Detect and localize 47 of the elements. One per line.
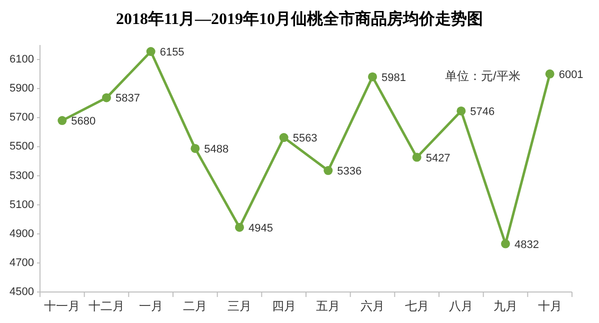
x-tick-label: 三月 (228, 299, 252, 313)
point (279, 133, 288, 142)
x-tick-label: 五月 (316, 299, 340, 313)
y-tick-label: 4900 (10, 228, 34, 240)
chart-title: 2018年11月—2019年10月仙桃全市商品房均价走势图 (116, 9, 484, 28)
y-tick-label: 5900 (10, 82, 34, 95)
point (235, 222, 244, 232)
data-label: 5746 (470, 106, 495, 118)
y-tick-label: 6100 (10, 54, 34, 66)
point (368, 72, 377, 82)
x-tick-label: 十二月 (88, 299, 124, 313)
point (58, 116, 67, 126)
point (545, 69, 554, 78)
x-tick-label: 四月 (272, 299, 296, 313)
data-label: 5336 (337, 166, 362, 178)
data-label: 6001 (558, 68, 584, 81)
y-tick-label: 5500 (10, 140, 34, 153)
x-tick-label: 八月 (449, 299, 474, 313)
point (102, 93, 111, 102)
data-label: 5427 (426, 152, 450, 164)
data-label: 4832 (514, 238, 539, 251)
x-tick-label: 七月 (404, 299, 429, 313)
y-tick-label: 4500 (10, 286, 34, 298)
point (146, 47, 156, 56)
data-label: 5837 (116, 92, 140, 105)
point (190, 144, 200, 153)
y-tick-label: 5700 (10, 112, 34, 124)
y-tick-label: 5100 (10, 198, 34, 211)
y-tick-label: 5300 (10, 170, 34, 182)
data-label: 5981 (382, 72, 406, 84)
data-label: 6155 (160, 46, 184, 59)
x-tick-label: 十月 (538, 299, 562, 313)
x-tick-label: 一月 (138, 299, 163, 313)
x-tick-label: 二月 (183, 299, 208, 313)
point (412, 152, 422, 162)
y-tick-label: 4700 (10, 256, 34, 269)
annotation: 单位：元/平米 (445, 69, 520, 83)
data-label: 5563 (292, 132, 318, 145)
x-tick-label: 六月 (360, 299, 384, 313)
x-tick-label: 十一月 (44, 299, 80, 313)
point (501, 239, 510, 248)
data-label: 5488 (204, 143, 229, 156)
point (324, 166, 333, 176)
data-label: 5680 (71, 116, 96, 128)
x-tick-label: 九月 (494, 299, 518, 313)
data-label: 4945 (248, 222, 273, 234)
point (456, 106, 466, 116)
